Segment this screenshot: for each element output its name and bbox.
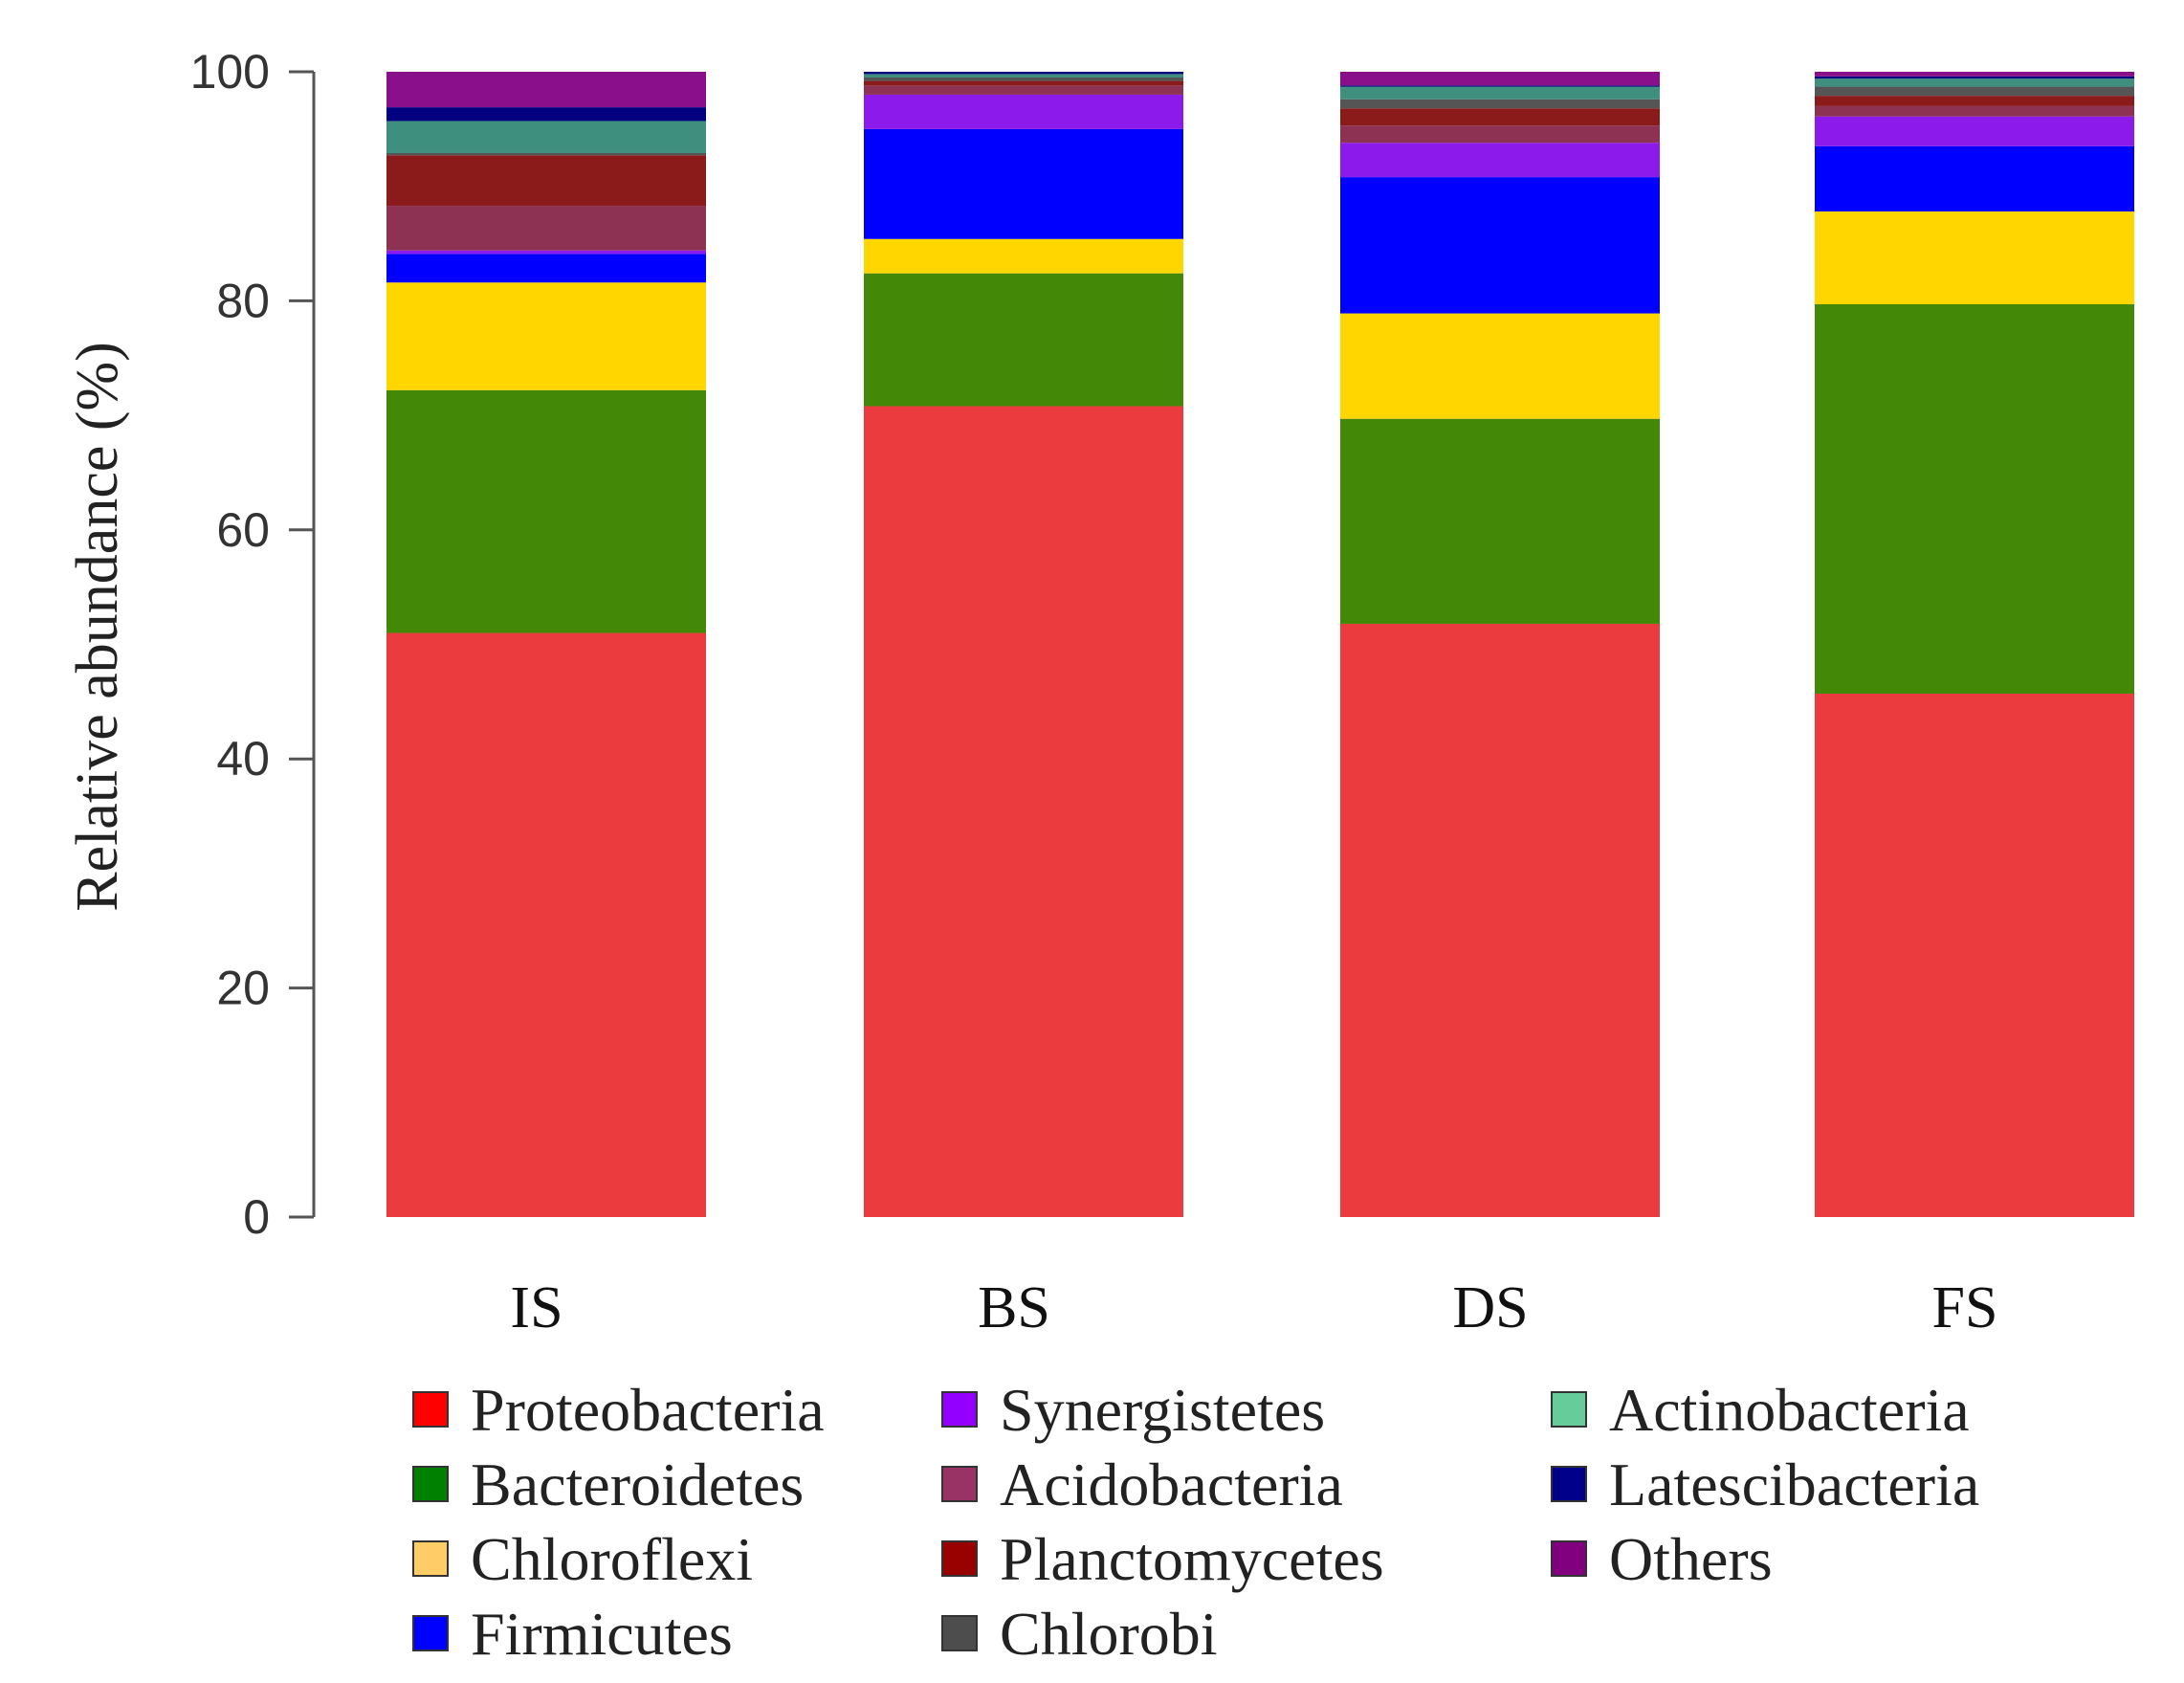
bar-stack-bs (864, 72, 1183, 1217)
bar-segment (386, 632, 706, 1217)
legend-swatch (1551, 1391, 1587, 1428)
legend-label: Chloroflexi (471, 1525, 753, 1593)
x-tick-label: IS (510, 1275, 563, 1340)
bar-segment (386, 121, 706, 153)
bar-stack-fs (1815, 72, 2134, 1217)
legend-item: Others (1551, 1525, 1773, 1593)
legend-item: Actinobacteria (1551, 1376, 1970, 1444)
bar-segment (386, 155, 706, 207)
bar-segment (1815, 72, 2134, 77)
legend-swatch (412, 1466, 449, 1502)
bar-segment (1340, 72, 1660, 86)
legend-swatch (412, 1615, 449, 1651)
bar-segment (1815, 693, 2134, 1217)
bar-stack-ds (1340, 72, 1660, 1217)
legend-swatch (412, 1391, 449, 1428)
bar-segment (1340, 418, 1660, 624)
y-tick-label: 80 (216, 274, 270, 327)
x-tick-label: DS (1452, 1275, 1528, 1340)
y-axis: 0 20 40 60 80 100 (190, 45, 316, 1244)
bar-segment (1815, 78, 2134, 87)
legend-item: Synergistetes (941, 1376, 1325, 1444)
y-tick-label: 40 (216, 732, 270, 786)
legend-item: Acidobacteria (941, 1450, 1343, 1518)
legend-swatch (412, 1540, 449, 1577)
bar-segment (864, 80, 1183, 86)
bar-segment (1340, 125, 1660, 144)
bar-segment (1815, 211, 2134, 304)
bar-segment (1340, 623, 1660, 1217)
legend-item: Firmicutes (412, 1600, 733, 1668)
legend-item: Latescibacteria (1551, 1450, 1979, 1518)
legend-swatch (941, 1466, 978, 1502)
y-tick-label: 100 (190, 45, 270, 99)
bar-segment (386, 107, 706, 122)
legend-item: Chlorobi (941, 1600, 1218, 1668)
bar-segment (1815, 303, 2134, 694)
legend-swatch (941, 1391, 978, 1428)
bar-segment (1340, 108, 1660, 126)
bar-segment (1815, 86, 2134, 97)
bar-segment (1340, 99, 1660, 109)
bar-segment (864, 128, 1183, 239)
x-tick-label: FS (1932, 1275, 1998, 1340)
legend-item: Planctomycetes (941, 1525, 1384, 1593)
bar-segment (864, 72, 1183, 75)
bar-segment (864, 273, 1183, 407)
legend-swatch (1551, 1540, 1587, 1577)
bar-segment (864, 238, 1183, 274)
legend-label: Latescibacteria (1609, 1450, 1979, 1518)
bar-segment (386, 72, 706, 108)
legend-label: Chlorobi (1000, 1600, 1218, 1668)
y-tick-label: 0 (243, 1190, 270, 1244)
bar-segment (1815, 76, 2134, 79)
bar-segment (1815, 145, 2134, 212)
legend-item: Chloroflexi (412, 1525, 753, 1593)
bar-segment (386, 389, 706, 633)
legend-label: Others (1609, 1525, 1773, 1593)
x-tick-label: BS (978, 1275, 1050, 1340)
bar-stack-is (386, 72, 706, 1217)
legend-label: Acidobacteria (1000, 1450, 1343, 1518)
legend-label: Proteobacteria (471, 1376, 825, 1444)
y-tick-label: 60 (216, 503, 270, 557)
legend-label: Firmicutes (471, 1600, 733, 1668)
y-axis-title: Relative abundance (%) (65, 342, 130, 912)
bar-segment (864, 85, 1183, 95)
bar-segment (386, 250, 706, 255)
bar-segment (1340, 86, 1660, 100)
bar-segment (386, 254, 706, 283)
legend-item: Proteobacteria (412, 1376, 825, 1444)
bar-segment (1815, 105, 2134, 117)
bar-segment (864, 406, 1183, 1217)
legend-label: Actinobacteria (1609, 1376, 1970, 1444)
legend-swatch (1551, 1466, 1587, 1502)
bars (386, 72, 2134, 1217)
bar-segment (386, 282, 706, 390)
bar-segment (1340, 85, 1660, 87)
bar-segment (864, 94, 1183, 129)
bar-segment (386, 206, 706, 251)
legend-label: Planctomycetes (1000, 1525, 1384, 1593)
bar-segment (1815, 116, 2134, 146)
y-tick-label: 20 (216, 962, 270, 1015)
bar-segment (1340, 177, 1660, 314)
legend-swatch (941, 1540, 978, 1577)
legend-label: Bacteroidetes (471, 1450, 804, 1518)
bar-segment (1815, 96, 2134, 106)
legend-swatch (941, 1615, 978, 1651)
bar-segment (864, 77, 1183, 81)
bar-segment (1340, 313, 1660, 419)
bar-segment (1340, 143, 1660, 178)
bar-segment (864, 74, 1183, 78)
bar-segment (386, 152, 706, 156)
x-axis-labels: IS BS DS FS (510, 1275, 1997, 1340)
legend-label: Synergistetes (1000, 1376, 1325, 1444)
legend-item: Bacteroidetes (412, 1450, 804, 1518)
